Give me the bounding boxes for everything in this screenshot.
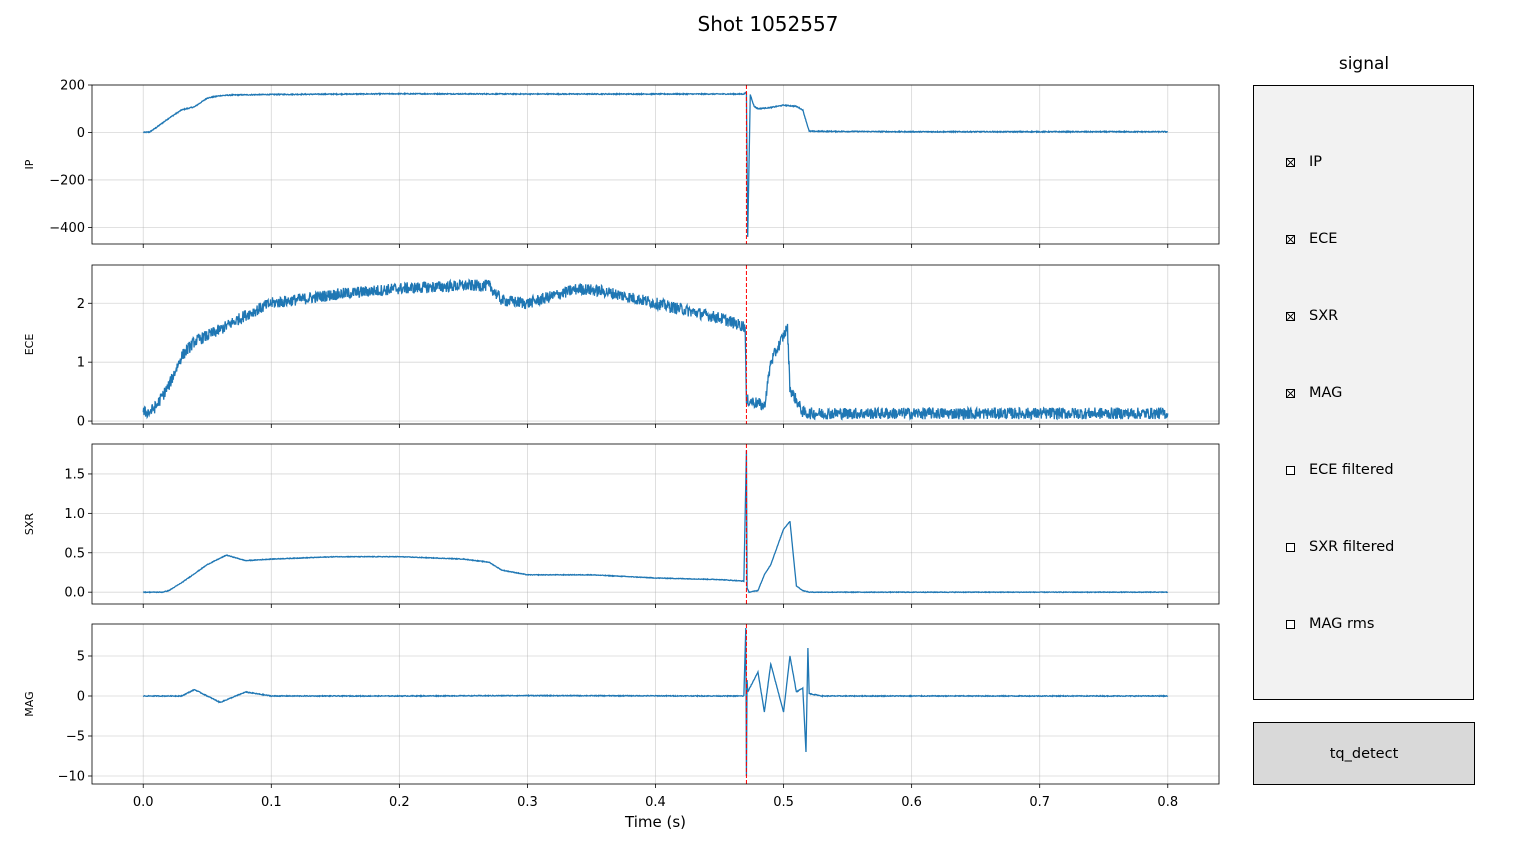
signal-checkbox-panel: IP ECE SXR MAG ECE filtered SXR filtered…: [1253, 85, 1474, 700]
y-axis-label: MAG: [23, 691, 36, 716]
x-tick-label: 0.5: [773, 795, 794, 810]
checkbox-ece-filtered-box[interactable]: [1286, 465, 1295, 475]
tq-detect-button-label: tq_detect: [1329, 745, 1399, 762]
y-tick-label: 200: [60, 79, 85, 94]
y-axis-label: SXR: [23, 513, 36, 536]
x-axis-label: Time (s): [624, 813, 686, 831]
checkbox-mag[interactable]: MAG: [1286, 383, 1342, 403]
checkbox-ip[interactable]: IP: [1286, 152, 1322, 172]
checkbox-ece[interactable]: ECE: [1286, 229, 1337, 249]
y-tick-label: −400: [49, 221, 85, 236]
y-tick-label: 1.0: [64, 507, 85, 522]
checkbox-ip-label: IP: [1309, 154, 1323, 170]
subplot-ece: [88, 264, 1220, 428]
y-tick-label: 0.5: [64, 546, 85, 561]
x-tick-label: 0.1: [261, 795, 282, 810]
y-tick-label: −5: [66, 730, 85, 745]
signal-trace-ece: [142, 278, 1169, 421]
checkbox-sxr-box[interactable]: [1286, 311, 1295, 321]
y-tick-label: 5: [77, 650, 85, 665]
y-tick-label: 0.0: [64, 586, 85, 601]
y-tick-label: 2: [77, 297, 85, 312]
checkbox-sxr-filtered-box[interactable]: [1286, 542, 1295, 552]
x-tick-label: 0.0: [133, 795, 154, 810]
checkbox-mag-rms-box[interactable]: [1286, 619, 1295, 629]
y-tick-label: 1.5: [64, 467, 85, 482]
checkbox-ip-box[interactable]: [1286, 157, 1295, 167]
y-tick-label: −200: [49, 173, 85, 188]
x-tick-label: 0.4: [645, 795, 666, 810]
y-tick-label: 0: [77, 415, 85, 430]
checkbox-mag-label: MAG: [1309, 385, 1343, 401]
y-tick-label: 0: [77, 690, 85, 705]
signal-panel-title: signal: [1338, 54, 1390, 74]
checkbox-ece-filtered[interactable]: ECE filtered: [1286, 460, 1394, 480]
checkbox-ece-box[interactable]: [1286, 234, 1295, 244]
checkbox-sxr-filtered-label: SXR filtered: [1309, 539, 1395, 555]
signal-trace-ip: [142, 91, 1168, 237]
checkbox-ece-filtered-label: ECE filtered: [1309, 462, 1394, 478]
x-tick-label: 0.7: [1029, 795, 1050, 810]
x-tick-label: 0.6: [901, 795, 922, 810]
checkbox-mag-rms-label: MAG rms: [1309, 616, 1375, 632]
y-axis-label: ECE: [23, 334, 36, 356]
checkbox-ece-label: ECE: [1309, 231, 1338, 247]
checkbox-sxr[interactable]: SXR: [1286, 306, 1338, 326]
checkbox-sxr-label: SXR: [1309, 308, 1339, 324]
y-axis-label: IP: [23, 159, 36, 169]
tq-detect-button[interactable]: tq_detect: [1253, 722, 1475, 785]
y-tick-label: 1: [77, 356, 85, 371]
signal-trace-mag: [142, 627, 1169, 777]
subplot-ip: [88, 84, 1220, 248]
x-tick-label: 0.2: [389, 795, 410, 810]
x-tick-label: 0.3: [517, 795, 538, 810]
x-tick-label: 0.8: [1157, 795, 1178, 810]
y-tick-label: −10: [58, 770, 85, 785]
checkbox-mag-box[interactable]: [1286, 388, 1295, 398]
subplot-mag: [88, 623, 1220, 788]
signal-trace-sxr: [142, 450, 1169, 594]
y-tick-label: 0: [77, 126, 85, 141]
checkbox-mag-rms[interactable]: MAG rms: [1286, 614, 1374, 634]
figure-title: Shot 1052557: [697, 12, 839, 36]
checkbox-sxr-filtered[interactable]: SXR filtered: [1286, 537, 1394, 557]
subplot-sxr: [88, 443, 1220, 608]
